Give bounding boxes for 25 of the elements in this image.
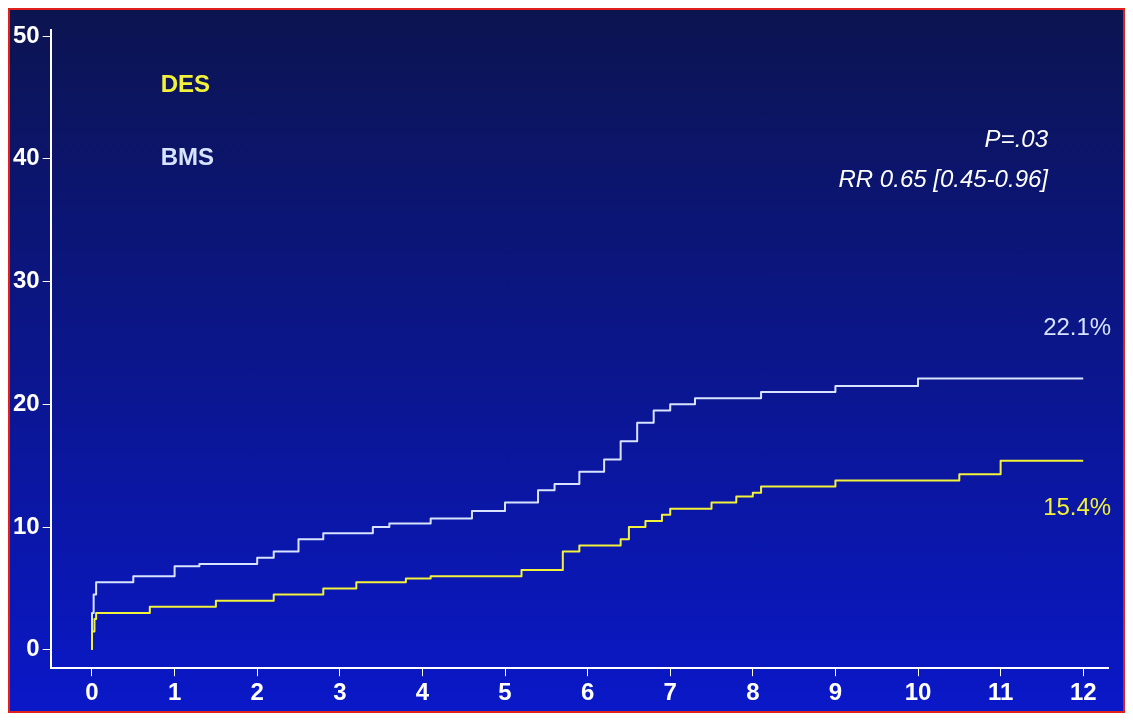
text: DES <box>160 69 211 97</box>
x-tick-label: 12 <box>1069 678 1097 706</box>
y-tick-label: 50 <box>12 20 40 48</box>
x-tick-label: 1 <box>167 678 182 706</box>
x-tick-label: 2 <box>250 678 264 706</box>
y-tick-label: 40 <box>12 143 40 171</box>
x-tick-label: 7 <box>663 678 677 706</box>
y-tick-label: 20 <box>12 388 40 416</box>
y-tick-label: 30 <box>12 266 40 294</box>
x-tick-label: 4 <box>415 678 430 706</box>
x-tick-label: 10 <box>904 678 932 706</box>
y-tick-label: 0 <box>26 634 40 662</box>
x-tick-label: 5 <box>498 678 512 706</box>
annotation: 22.1% <box>1043 313 1112 341</box>
x-tick-label: 9 <box>828 678 843 706</box>
x-tick-label: 6 <box>580 678 595 706</box>
x-tick-label: 8 <box>746 678 760 706</box>
x-tick-label: 3 <box>333 678 347 706</box>
x-tick-label: 11 <box>987 678 1014 706</box>
text: BMS <box>160 142 215 170</box>
x-tick-label: 0 <box>85 678 99 706</box>
y-tick-label: 10 <box>12 511 40 539</box>
annotation: P=.03 <box>984 124 1049 152</box>
annotation: RR 0.65 [0.45-0.96] <box>838 164 1050 192</box>
annotation: 15.4% <box>1043 493 1112 521</box>
